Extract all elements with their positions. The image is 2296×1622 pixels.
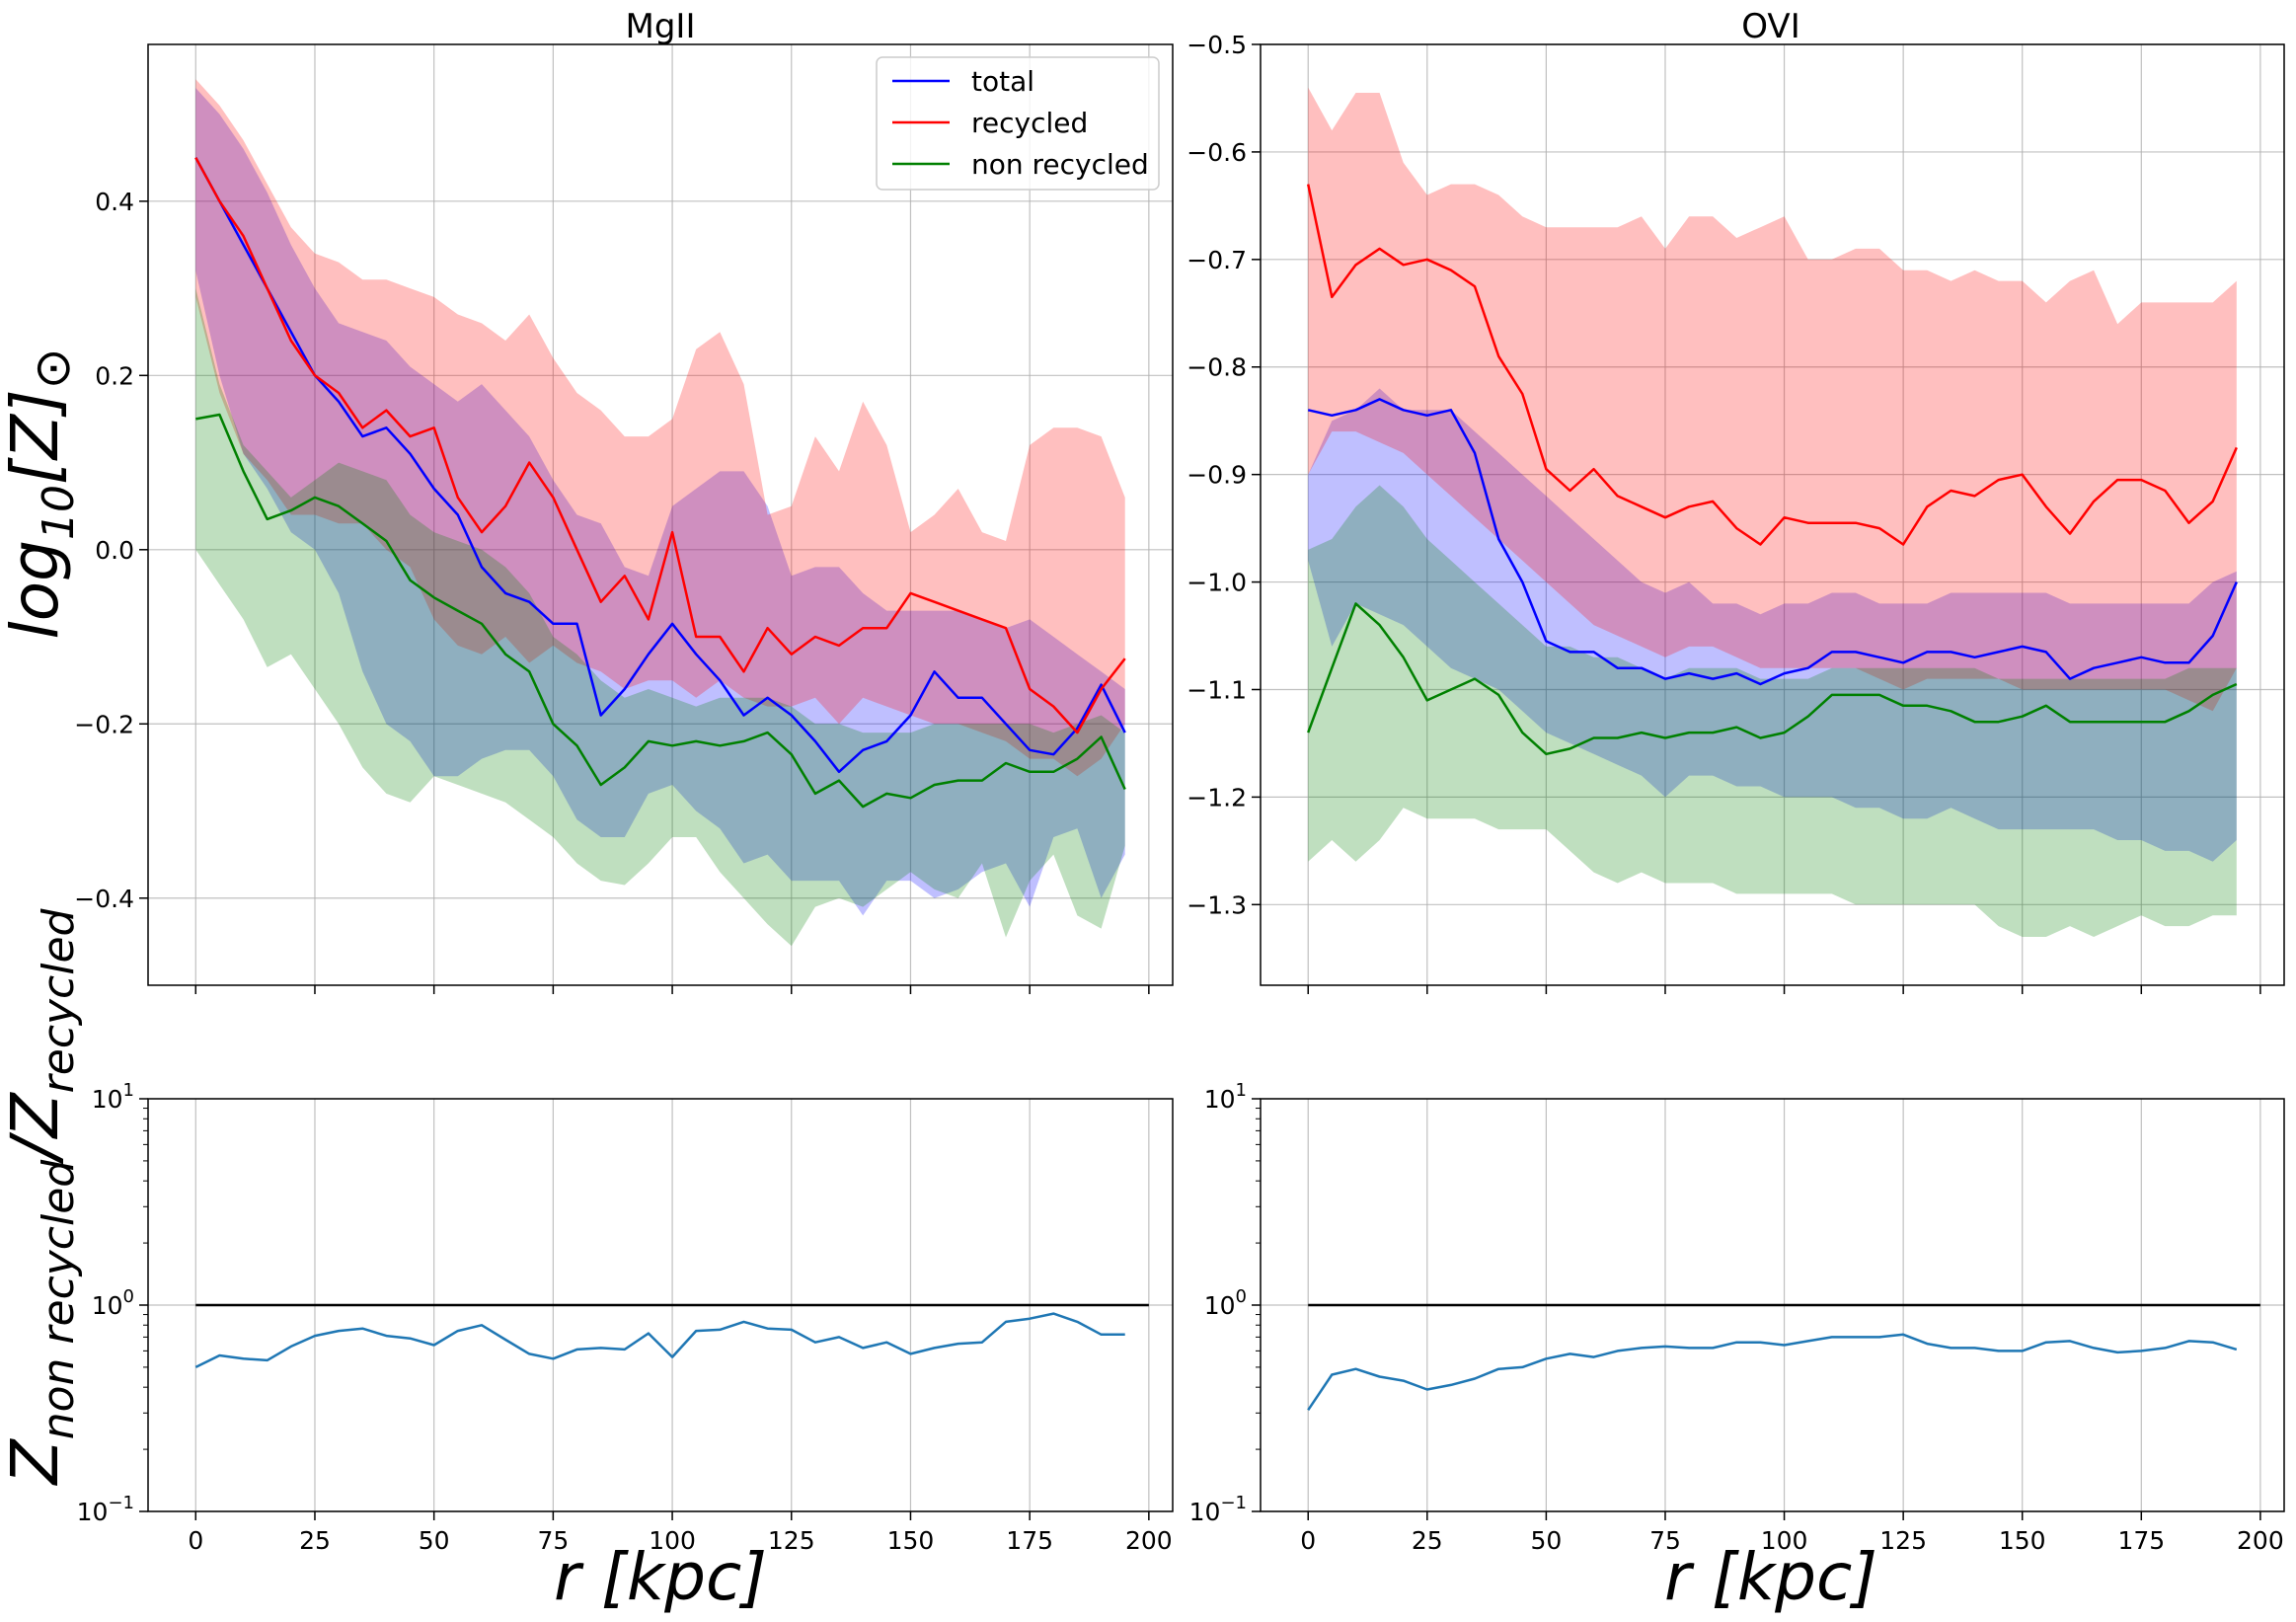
x-tick-label-100: 100: [1761, 1526, 1808, 1555]
panel-top-left: −0.4 −0.2 0.0 0.2 0.4: [74, 43, 1174, 994]
x-tick-label-50: 50: [419, 1526, 450, 1555]
series-line-total: [194, 157, 1126, 774]
panel-bottom-left: 0 25 50 75 100 125 150 175 200 10−1 100 101: [77, 1080, 1174, 1555]
plot-area: [194, 1303, 1149, 1369]
xlabel-left: r [kpc]: [554, 1539, 767, 1615]
plot-area: [1306, 87, 2238, 937]
y-tick-label-7: −0.6: [1186, 138, 1247, 167]
y-tick-label-1: 100: [92, 1286, 134, 1320]
legend: total recycled non recycled: [876, 56, 1160, 191]
band-recycled: [1308, 87, 2237, 712]
x-tick-label-200: 200: [2237, 1526, 2284, 1555]
band-total: [1308, 388, 2237, 862]
x-tick-label-100: 100: [649, 1526, 696, 1555]
x-tick-label-0: 0: [1300, 1526, 1316, 1555]
x-tick-label-75: 75: [1649, 1526, 1681, 1555]
y-tick-label-2: 0.0: [95, 536, 134, 565]
legend-label-non-recycled: non recycled: [971, 148, 1149, 181]
x-tick-label-75: 75: [537, 1526, 569, 1555]
x-tick-label-50: 50: [1530, 1526, 1562, 1555]
axes-frame: [147, 43, 1174, 986]
x-tick-label-150: 150: [887, 1526, 935, 1555]
y-tick-label-0: 10−1: [77, 1493, 134, 1526]
xlabel-right: r [kpc]: [1664, 1539, 1877, 1615]
plot-area: [194, 79, 1126, 947]
x-tick-label-125: 125: [1879, 1526, 1927, 1555]
ylabel-bottom: Znon recycled/Zrecycled: [0, 907, 84, 1486]
x-tick-label-175: 175: [1006, 1526, 1053, 1555]
title-mgii: MgII: [626, 7, 696, 46]
x-tick-label-200: 200: [1125, 1526, 1173, 1555]
y-tick-label-0: −1.3: [1186, 890, 1247, 919]
y-tick-label-5: −0.8: [1186, 353, 1247, 382]
y-tick-label-8: −0.5: [1186, 31, 1247, 59]
y-tick-label-2: 101: [92, 1080, 134, 1114]
legend-label-recycled: recycled: [971, 107, 1088, 139]
y-tick-label-4: 0.4: [95, 188, 134, 216]
y-tick-label-6: −0.7: [1186, 246, 1247, 274]
band-non-recycled: [195, 288, 1125, 947]
y-tick-label-0: 10−1: [1189, 1493, 1247, 1526]
x-tick-label-25: 25: [299, 1526, 331, 1555]
legend-frame: [876, 56, 1160, 191]
series-line-recycled: [194, 157, 1126, 734]
ylabel-top: log10[Z]⊙: [0, 348, 84, 639]
series-line-ratio: [1307, 1333, 2238, 1411]
panels: −0.4 −0.2 0.0 0.2 0.4 −1.3 −1.2 −1.1 −1.0 −0.9 −0.…: [74, 31, 2285, 1555]
axes-frame: [1260, 43, 2285, 986]
y-tick-label-4: −0.9: [1186, 461, 1247, 490]
y-tick-label-3: −1.0: [1186, 569, 1247, 597]
series-line-total: [1307, 398, 2238, 686]
y-tick-label-1: −0.2: [74, 710, 134, 738]
y-tick-label-2: 101: [1204, 1080, 1247, 1114]
series-line-recycled: [1306, 184, 2238, 546]
x-tick-label-25: 25: [1412, 1526, 1443, 1555]
series-line-non-recycled: [1307, 602, 2238, 756]
y-tick-label-1: 100: [1204, 1286, 1247, 1320]
y-tick-label-2: −1.1: [1186, 675, 1247, 704]
y-tick-label-3: 0.2: [95, 361, 134, 390]
title-ovi: OVI: [1741, 7, 1799, 46]
legend-label-total: total: [971, 65, 1034, 98]
y-tick-label-1: −1.2: [1186, 783, 1247, 811]
panel-top-right: −1.3 −1.2 −1.1 −1.0 −0.9 −0.8 −0.7 −0.6 −0.5: [1186, 31, 2285, 994]
band-total: [195, 88, 1125, 916]
plot-area: [1307, 1303, 2260, 1411]
y-tick-label-0: −0.4: [74, 885, 134, 913]
x-tick-label-175: 175: [2117, 1526, 2165, 1555]
band-recycled: [195, 79, 1125, 777]
x-tick-label-125: 125: [768, 1526, 815, 1555]
x-tick-label-150: 150: [1999, 1526, 2046, 1555]
panel-bottom-right: 0 25 50 75 100 125 150 175 200 10−1 100 101: [1189, 1080, 2285, 1555]
x-tick-label-0: 0: [188, 1526, 203, 1555]
series-line-ratio: [194, 1312, 1125, 1369]
band-non-recycled: [1308, 485, 2237, 937]
series-line-non-recycled: [195, 413, 1126, 809]
